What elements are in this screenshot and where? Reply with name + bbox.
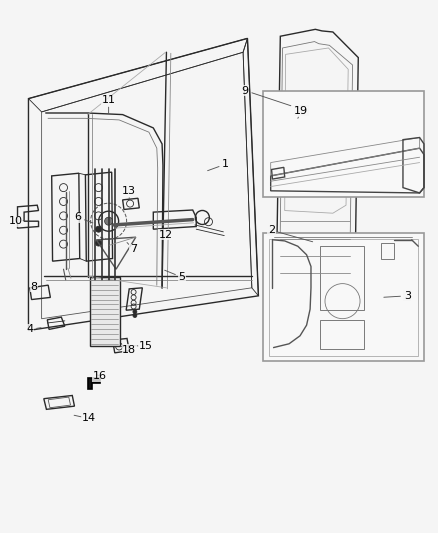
Text: 8: 8: [31, 282, 38, 292]
Polygon shape: [88, 378, 100, 389]
Bar: [263, 91, 424, 197]
Text: 14: 14: [81, 414, 95, 423]
Bar: [320, 246, 364, 310]
Text: 7: 7: [130, 245, 137, 254]
Text: 15: 15: [138, 342, 152, 351]
Text: 4: 4: [26, 325, 33, 334]
Text: 9: 9: [242, 86, 249, 95]
Text: 2: 2: [268, 225, 275, 235]
Text: 16: 16: [93, 372, 107, 381]
Circle shape: [133, 310, 137, 314]
Text: 18: 18: [122, 345, 136, 354]
Bar: [381, 243, 394, 259]
Circle shape: [105, 217, 113, 225]
Text: 10: 10: [8, 216, 22, 226]
Text: 13: 13: [122, 186, 136, 196]
Circle shape: [133, 313, 137, 318]
Bar: [90, 277, 120, 346]
Text: 12: 12: [159, 230, 173, 239]
Text: 11: 11: [102, 95, 116, 105]
Text: 6: 6: [74, 213, 81, 222]
Text: 5: 5: [178, 272, 185, 282]
Circle shape: [95, 226, 102, 232]
Text: 1: 1: [222, 159, 229, 169]
Text: 19: 19: [294, 106, 308, 116]
Circle shape: [95, 240, 102, 246]
Bar: [263, 233, 424, 361]
Bar: [320, 320, 364, 349]
Text: 3: 3: [404, 291, 411, 301]
